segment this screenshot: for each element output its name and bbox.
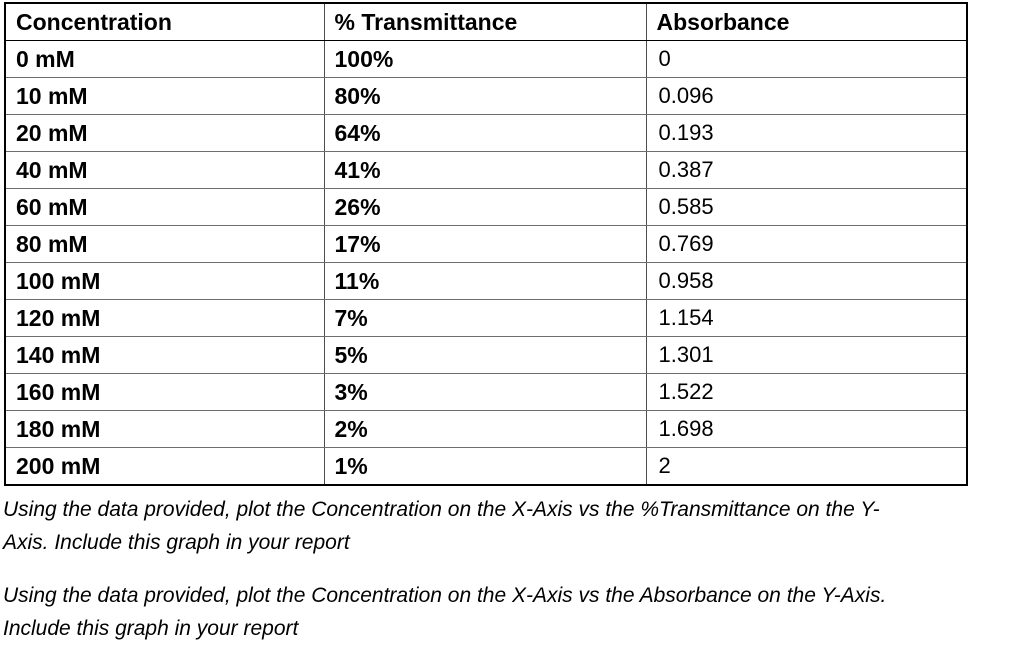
concentration-cell: 180 mM (4, 410, 325, 448)
instructions-block: Using the data provided, plot the Concen… (3, 493, 1024, 645)
concentration-cell: 80 mM (4, 225, 325, 263)
absorbance-cell: 0.769 (645, 225, 968, 263)
transmittance-cell: 17% (323, 225, 647, 263)
column-header-absorbance: Absorbance (645, 2, 968, 41)
absorbance-cell: 1.301 (645, 336, 968, 374)
transmittance-cell: 41% (323, 151, 647, 189)
table-row: 80 mM 17% 0.769 (4, 225, 968, 263)
transmittance-cell: 3% (323, 373, 647, 411)
concentration-cell: 140 mM (4, 336, 325, 374)
column-header-concentration: Concentration (4, 2, 325, 41)
instruction-paragraph-transmittance: Using the data provided, plot the Concen… (3, 493, 1024, 559)
transmittance-cell: 26% (323, 188, 647, 226)
table-row: 100 mM 11% 0.958 (4, 262, 968, 300)
table-row: 40 mM 41% 0.387 (4, 151, 968, 189)
absorbance-cell: 0.585 (645, 188, 968, 226)
table-row: 180 mM 2% 1.698 (4, 410, 968, 448)
transmittance-cell: 11% (323, 262, 647, 300)
absorbance-cell: 0.958 (645, 262, 968, 300)
table-header-row: Concentration % Transmittance Absorbance (4, 2, 968, 41)
table-row: 200 mM 1% 2 (4, 447, 968, 486)
absorbance-cell: 2 (645, 447, 968, 486)
table-row: 160 mM 3% 1.522 (4, 373, 968, 411)
instruction-paragraph-absorbance: Using the data provided, plot the Concen… (3, 579, 1024, 645)
data-table: Concentration % Transmittance Absorbance… (4, 2, 968, 486)
absorbance-cell: 1.698 (645, 410, 968, 448)
absorbance-cell: 1.522 (645, 373, 968, 411)
transmittance-cell: 80% (323, 77, 647, 115)
table-row: 60 mM 26% 0.585 (4, 188, 968, 226)
concentration-cell: 60 mM (4, 188, 325, 226)
transmittance-cell: 2% (323, 410, 647, 448)
concentration-cell: 40 mM (4, 151, 325, 189)
table-row: 120 mM 7% 1.154 (4, 299, 968, 337)
table-row: 10 mM 80% 0.096 (4, 77, 968, 115)
column-header-transmittance: % Transmittance (323, 2, 647, 41)
table-row: 140 mM 5% 1.301 (4, 336, 968, 374)
absorbance-cell: 0 (645, 40, 968, 78)
table-row: 0 mM 100% 0 (4, 40, 968, 78)
table-row: 20 mM 64% 0.193 (4, 114, 968, 152)
transmittance-cell: 64% (323, 114, 647, 152)
concentration-cell: 200 mM (4, 447, 325, 486)
concentration-cell: 10 mM (4, 77, 325, 115)
transmittance-cell: 100% (323, 40, 647, 78)
concentration-cell: 100 mM (4, 262, 325, 300)
concentration-cell: 120 mM (4, 299, 325, 337)
transmittance-cell: 5% (323, 336, 647, 374)
absorbance-cell: 1.154 (645, 299, 968, 337)
transmittance-cell: 1% (323, 447, 647, 486)
concentration-cell: 0 mM (4, 40, 325, 78)
instruction-line: Include this graph in your report (3, 617, 299, 640)
instruction-line: Using the data provided, plot the Concen… (3, 498, 880, 521)
concentration-cell: 20 mM (4, 114, 325, 152)
instruction-line: Using the data provided, plot the Concen… (3, 584, 887, 607)
absorbance-cell: 0.387 (645, 151, 968, 189)
concentration-cell: 160 mM (4, 373, 325, 411)
absorbance-cell: 0.096 (645, 77, 968, 115)
absorbance-cell: 0.193 (645, 114, 968, 152)
instruction-line: Axis. Include this graph in your report (3, 531, 350, 554)
transmittance-cell: 7% (323, 299, 647, 337)
